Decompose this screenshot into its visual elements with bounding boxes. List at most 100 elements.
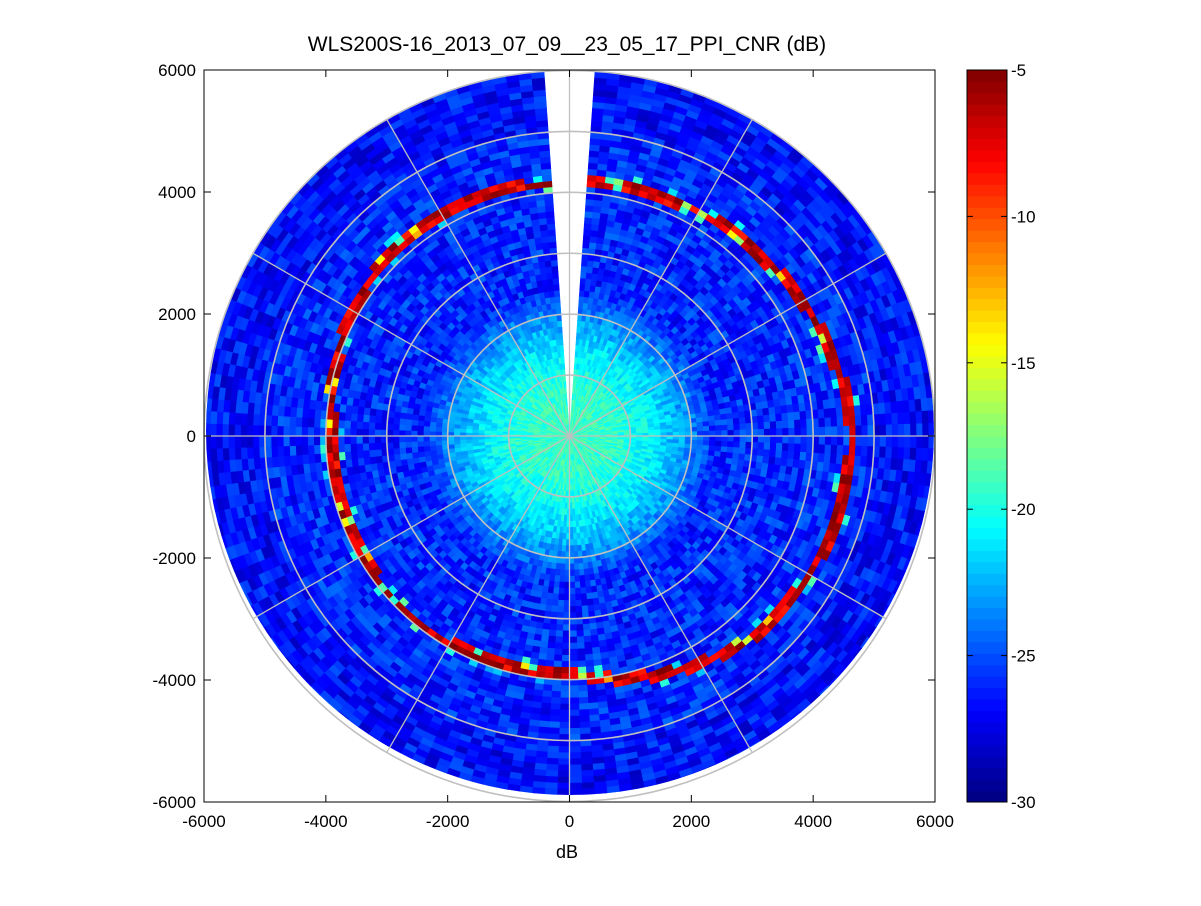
cnr-cell: [794, 412, 801, 420]
cnr-cell: [892, 436, 898, 447]
cnr-cell: [763, 450, 770, 457]
cnr-cell: [830, 454, 837, 464]
cnr-cell: [655, 430, 661, 433]
cnr-cell: [848, 406, 855, 416]
cnr-cell: [910, 424, 916, 436]
cnr-cell: [721, 447, 728, 453]
cnr-cell: [583, 235, 590, 242]
cnr-cell: [789, 436, 795, 444]
cnr-cell: [732, 412, 739, 419]
cnr-cell: [691, 432, 697, 436]
cnr-cell: [861, 446, 868, 457]
cnr-cell: [673, 428, 679, 432]
cnr-cell: [916, 448, 923, 461]
cnr-cell: [763, 456, 770, 464]
cnr-cell: [923, 436, 929, 449]
cnr-cell: [856, 426, 862, 436]
cnr-cell: [715, 446, 722, 452]
cnr-cell: [770, 422, 776, 429]
cnr-cell: [910, 412, 917, 424]
cnr-cell: [728, 430, 734, 436]
cnr-cell: [703, 431, 709, 436]
cnr-cell: [886, 447, 893, 458]
cnr-cell: [738, 411, 745, 418]
cnr-cell: [710, 436, 716, 441]
cnr-cell: [800, 452, 807, 461]
cnr-cell: [843, 426, 849, 436]
cnr-cell: [831, 445, 838, 455]
cnr-cell: [697, 440, 703, 445]
cnr-cell: [843, 416, 850, 426]
cnr-cell: [769, 450, 776, 458]
cnr-cell: [715, 441, 721, 447]
cnr-cell: [825, 427, 831, 436]
cnr-cell: [758, 422, 764, 429]
cnr-cell: [709, 421, 716, 427]
cnr-cell: [795, 436, 801, 444]
cnr-cell: [789, 428, 795, 436]
cnr-cell: [904, 424, 910, 436]
cnr-cell: [697, 436, 703, 441]
cnr-cell: [837, 426, 843, 436]
cnr-cell: [775, 414, 782, 422]
cnr-cell: [587, 181, 596, 188]
cnr-cell: [739, 448, 746, 455]
cnr-cell: [590, 236, 598, 243]
cnr-cell: [898, 436, 904, 448]
cnr-cell: [727, 419, 734, 425]
cnr-cell: [800, 444, 807, 452]
cnr-cell: [580, 278, 586, 285]
cnr-cell: [722, 430, 728, 436]
cnr-cell: [764, 443, 770, 450]
cnr-cell: [801, 436, 807, 444]
cnr-cell: [819, 436, 825, 445]
cnr-cell: [898, 424, 904, 436]
cnr-cell: [763, 408, 770, 416]
cnr-cell: [589, 150, 599, 157]
cnr-cell: [763, 415, 770, 422]
cnr-cell: [776, 429, 782, 436]
cnr-cell: [862, 436, 868, 446]
cnr-cell: [819, 445, 826, 454]
cnr-cell: [728, 442, 734, 448]
cnr-cell: [722, 436, 728, 442]
cnr-cell: [879, 414, 886, 425]
cnr-cell: [758, 436, 764, 443]
cnr-cell: [904, 448, 911, 460]
cnr-cell: [892, 413, 899, 425]
cnr-cell: [892, 447, 899, 459]
cnr-cell: [727, 447, 734, 453]
cnr-cell: [721, 441, 727, 447]
cnr-cell: [794, 420, 801, 428]
cnr-cell: [801, 428, 807, 436]
cnr-cell: [581, 266, 587, 273]
cnr-cell: [836, 455, 843, 465]
cnr-cell: [740, 442, 746, 448]
cnr-cell: [843, 436, 849, 446]
cnr-cell: [585, 205, 593, 212]
cnr-cell: [584, 223, 592, 230]
cnr-cell: [697, 431, 703, 436]
cnr-cell: [794, 444, 801, 452]
cnr-cell: [589, 156, 599, 163]
cnr-cell: [776, 443, 782, 451]
cnr-cell: [775, 450, 782, 458]
cnr-cell: [721, 419, 728, 425]
cnr-cell: [782, 451, 789, 459]
cnr-cell: [862, 426, 868, 436]
cnr-cell: [855, 446, 862, 456]
cnr-cell: [783, 428, 789, 436]
cnr-cell: [738, 454, 745, 461]
cnr-cell: [776, 421, 782, 429]
cnr-cell: [589, 242, 596, 249]
cnr-cell: [734, 424, 740, 430]
cnr-cell: [783, 436, 789, 444]
cnr-cell: [818, 409, 825, 418]
cnr-cell: [819, 427, 825, 436]
cnr-cell: [587, 175, 597, 182]
cnr-cell: [856, 436, 862, 446]
cnr-cell: [776, 436, 782, 443]
cnr-cell: [842, 407, 849, 417]
cnr-cell: [782, 421, 788, 429]
cnr-cell: [679, 428, 685, 432]
